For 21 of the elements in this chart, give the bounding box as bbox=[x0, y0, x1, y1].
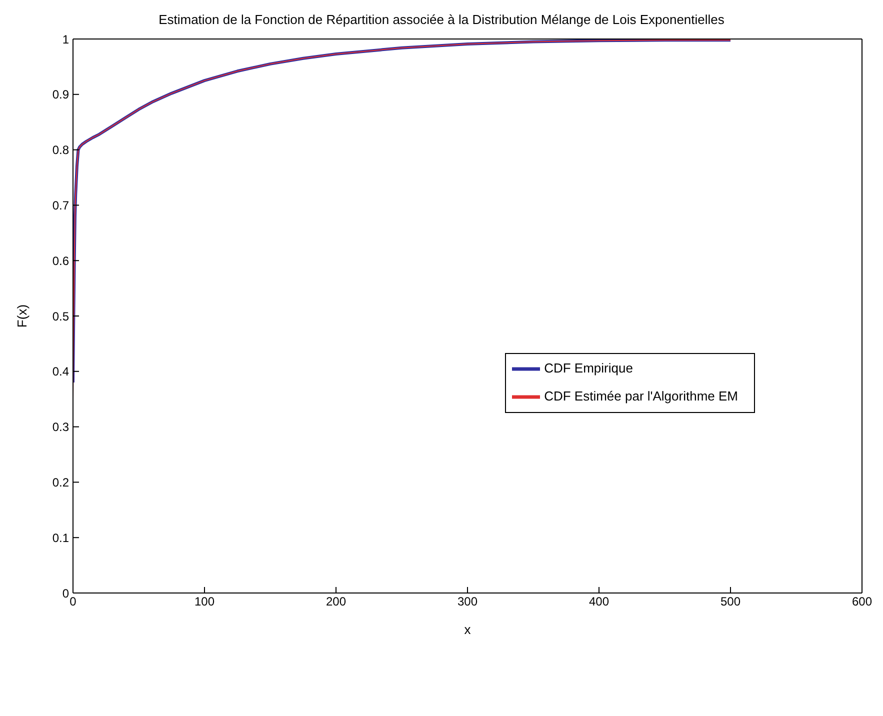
x-tick-label: 400 bbox=[588, 594, 610, 609]
y-tick-label: 0.7 bbox=[52, 198, 70, 212]
x-tick-label: 300 bbox=[457, 594, 478, 609]
y-tick-label: 0.8 bbox=[52, 143, 70, 158]
y-tick-label: 0.4 bbox=[52, 364, 70, 379]
chart-title: Estimation de la Fonction de Répartition associée à la Distribution Mélange de Lois Exponentielles bbox=[158, 12, 726, 27]
y-tick-label: 1 bbox=[62, 32, 70, 46]
x-axis-title: x bbox=[464, 622, 472, 637]
x-tick-label: 200 bbox=[326, 594, 346, 609]
y-tick-label: 0.1 bbox=[52, 530, 70, 545]
y-tick-label: 0.6 bbox=[52, 254, 70, 268]
y-tick-label: 0.2 bbox=[52, 475, 70, 490]
y-tick-label: 0.9 bbox=[52, 88, 70, 102]
x-tick-label: 600 bbox=[852, 594, 872, 609]
y-tick-label: 0.5 bbox=[52, 309, 70, 324]
legend-label: CDF Estimée par l'Algorithme EM bbox=[544, 388, 738, 404]
x-tick-label: 500 bbox=[720, 594, 741, 609]
legend-label: CDF Empirique bbox=[544, 360, 633, 376]
y-tick-label: 0.3 bbox=[52, 420, 70, 434]
x-tick-label: 100 bbox=[194, 594, 215, 609]
y-axis-title: F(x) bbox=[14, 304, 30, 328]
